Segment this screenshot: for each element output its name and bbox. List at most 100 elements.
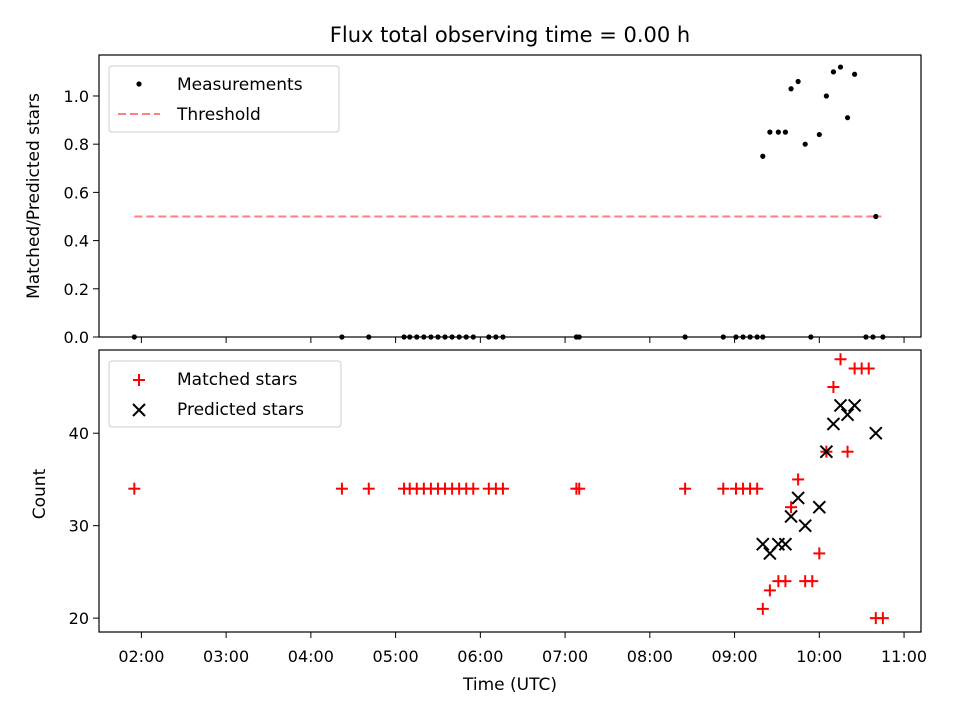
count-xtick-label: 07:00	[542, 647, 588, 666]
predicted-star-point	[812, 500, 827, 514]
panel-count-frame	[98, 349, 922, 633]
predicted-star-point	[869, 426, 883, 440]
matched-star-point	[751, 482, 764, 495]
measurement-point	[767, 129, 773, 135]
chart-title: Flux total observing time = 0.00 h	[330, 23, 690, 47]
matched-star-point	[792, 473, 805, 486]
panel-count-yaxis: 20 30 40	[69, 424, 99, 628]
measurement-point	[816, 131, 822, 138]
measurement-point	[802, 141, 808, 147]
predicted-star-point	[840, 408, 855, 422]
measurement-point	[808, 334, 814, 340]
legend-measurements-label: Measurements	[177, 75, 303, 95]
matched-star-point	[813, 547, 826, 560]
measurement-point	[873, 213, 879, 220]
legend-threshold-label: Threshold	[176, 105, 261, 125]
matched-star-point	[573, 482, 586, 495]
legend-frame	[108, 65, 340, 133]
matched-star-point	[756, 602, 769, 615]
measurement-point	[754, 334, 760, 340]
measurement-point	[442, 334, 448, 340]
ratio-ytick-label: 0.6	[64, 183, 89, 202]
matched-star-point	[362, 482, 375, 495]
matched-star-point	[679, 482, 692, 495]
panel-count-xlabel: Time (UTC)	[462, 675, 557, 695]
measurement-point	[830, 69, 837, 75]
count-xtick-label: 05:00	[373, 647, 419, 666]
ratio-ytick-label: 0.2	[64, 280, 89, 299]
predicted-star-point	[778, 537, 793, 551]
count-ytick-label: 40	[69, 424, 89, 443]
measurement-point	[870, 334, 876, 340]
panel-ratio-frame	[98, 54, 922, 338]
predicted-star-point	[847, 398, 862, 413]
legend-measurements-marker	[136, 81, 142, 87]
legend-matched-marker	[133, 374, 145, 386]
ratio-ytick-label: 0.0	[64, 328, 89, 347]
count-xtick-label: 10:00	[796, 647, 842, 666]
matched-star-point	[876, 612, 889, 625]
count-ytick-label: 20	[69, 609, 89, 628]
count-xtick-label: 06:00	[457, 647, 503, 666]
panel-count-ylabel: Count	[30, 468, 50, 519]
measurement-point	[740, 334, 746, 340]
legend-predicted-label: Predicted stars	[177, 400, 304, 420]
predicted-star-point	[833, 398, 848, 413]
count-xtick-label: 04:00	[288, 647, 334, 666]
matched-star-point	[717, 482, 730, 495]
matched-star-point	[128, 482, 141, 495]
measurement-point	[414, 334, 420, 340]
matched-star-point	[496, 482, 509, 495]
measurement-point	[131, 334, 137, 340]
count-ytick-label: 30	[69, 517, 89, 536]
stars-layer	[128, 353, 889, 625]
measurement-point	[733, 334, 739, 340]
measurement-point	[760, 334, 766, 340]
measurement-point	[880, 334, 886, 340]
measurement-point	[823, 93, 829, 99]
count-xtick-label: 09:00	[712, 647, 758, 666]
legend-frame	[108, 360, 342, 428]
measurement-point	[782, 129, 789, 135]
measurement-point	[435, 334, 441, 340]
measurement-point	[366, 334, 372, 340]
matched-star-point	[335, 482, 348, 495]
matched-star-point	[862, 362, 875, 375]
matched-star-point	[763, 584, 776, 597]
measurement-point	[428, 334, 434, 340]
measurements-layer	[131, 64, 886, 340]
panel-ratio-yaxis: 0.0 0.2 0.4 0.6 0.8 1.0	[64, 87, 99, 347]
count-xtick-label: 03:00	[203, 647, 249, 666]
predicted-star-point	[784, 509, 798, 524]
matched-star-point	[827, 380, 840, 393]
panel-ratio-ylabel: Matched/Predicted stars	[24, 93, 44, 299]
measurement-point	[576, 334, 582, 340]
measurement-point	[844, 115, 851, 121]
measurement-point	[720, 334, 726, 340]
legend-matched-label: Matched stars	[177, 370, 297, 390]
matched-star-point	[467, 482, 480, 495]
panel-count: 20 30 40 02:00 03:00 04:00 05:00 06:00 07:00 08:…	[30, 349, 927, 695]
measurement-point	[760, 153, 766, 159]
measurement-point	[795, 78, 801, 85]
predicted-star-point	[819, 444, 834, 459]
measurement-point	[421, 334, 427, 340]
measurement-point	[775, 129, 781, 135]
count-xtick-label: 11:00	[881, 647, 927, 666]
measurement-point	[463, 334, 469, 340]
matched-star-point	[785, 501, 798, 514]
predicted-star-point	[756, 537, 770, 551]
matched-star-point	[841, 445, 854, 458]
measurement-point	[788, 86, 794, 92]
ratio-ytick-label: 0.8	[64, 135, 89, 154]
measurement-point	[500, 334, 506, 340]
measurement-point	[401, 334, 407, 340]
measurement-point	[449, 334, 455, 340]
panel-count-legend: Matched stars Predicted stars	[108, 360, 342, 428]
matched-star-point	[834, 353, 847, 366]
panel-count-xaxis: 02:00 03:00 04:00 05:00 06:00 07:00 08:00 09:00…	[118, 632, 927, 666]
ratio-ytick-label: 1.0	[64, 87, 89, 106]
measurement-point	[747, 334, 753, 340]
count-xtick-label: 08:00	[627, 647, 673, 666]
